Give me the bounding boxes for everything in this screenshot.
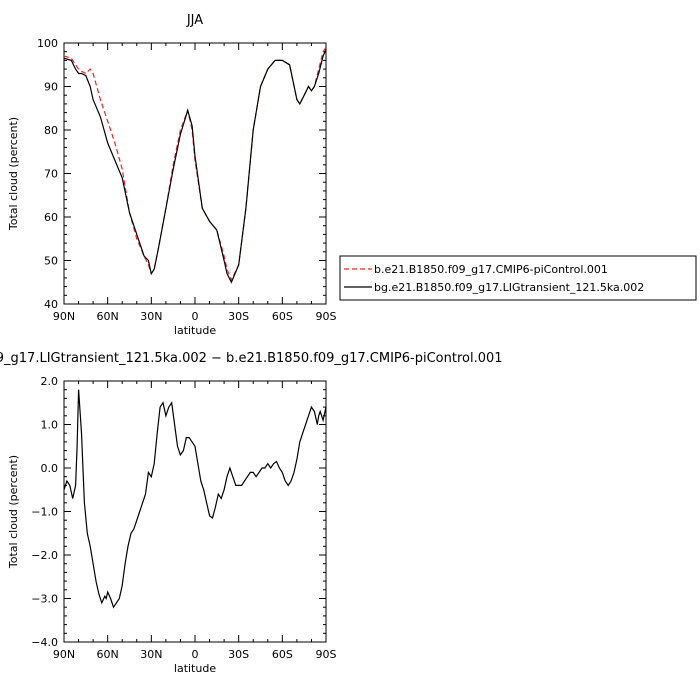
y-tick-label: 1.0 (41, 419, 59, 432)
y-tick-label: 90 (44, 81, 58, 94)
y-tick-label: −2.0 (31, 549, 58, 562)
x-tick-label: 30S (228, 648, 249, 661)
x-tick-label: 90S (316, 648, 337, 661)
y-axis-label-1: Total cloud (percent) (7, 455, 20, 569)
x-tick-label: 90N (53, 310, 75, 323)
y-tick-label: 80 (44, 124, 58, 137)
y-tick-label: −3.0 (31, 593, 58, 606)
x-tick-label: 30N (140, 648, 162, 661)
x-tick-label: 60S (272, 310, 293, 323)
legend-box (339, 255, 697, 301)
x-tick-label: 60S (272, 648, 293, 661)
x-tick-label: 90S (316, 310, 337, 323)
x-tick-label: 30S (228, 310, 249, 323)
series-line-0-0 (63, 47, 327, 282)
x-tick-label: 0 (192, 310, 199, 323)
x-tick-label: 60N (97, 310, 119, 323)
legend-label-0: b.e21.B1850.f09_g17.CMIP6-piControl.001 (374, 263, 608, 276)
series-line-0-1 (63, 49, 327, 284)
chart-title-0: JJA (186, 13, 203, 28)
y-tick-label: 0.0 (41, 462, 59, 475)
y-tick-label: 60 (44, 211, 58, 224)
plot-frame-1 (63, 380, 327, 643)
x-tick-label: 0 (192, 648, 199, 661)
y-tick-label: −4.0 (31, 636, 58, 649)
x-axis-label-1: latitude (174, 662, 216, 675)
x-axis-label-0: latitude (174, 324, 216, 337)
y-tick-label: 70 (44, 168, 58, 181)
y-tick-label: 2.0 (41, 375, 59, 388)
chart-title-1: bg.e21.B1850.f09_g17.LIGtransient_121.5k… (0, 351, 503, 366)
legend-label-1: bg.e21.B1850.f09_g17.LIGtransient_121.5k… (374, 281, 644, 294)
y-axis-label-0: Total cloud (percent) (7, 117, 20, 231)
y-tick-label: 40 (44, 298, 58, 311)
y-tick-label: 100 (37, 37, 58, 50)
y-tick-label: −1.0 (31, 506, 58, 519)
x-tick-label: 30N (140, 310, 162, 323)
y-tick-label: 50 (44, 255, 58, 268)
x-tick-label: 60N (97, 648, 119, 661)
x-tick-label: 90N (53, 648, 75, 661)
series-line-1-0 (63, 389, 327, 609)
plot-frame-0 (63, 42, 327, 305)
